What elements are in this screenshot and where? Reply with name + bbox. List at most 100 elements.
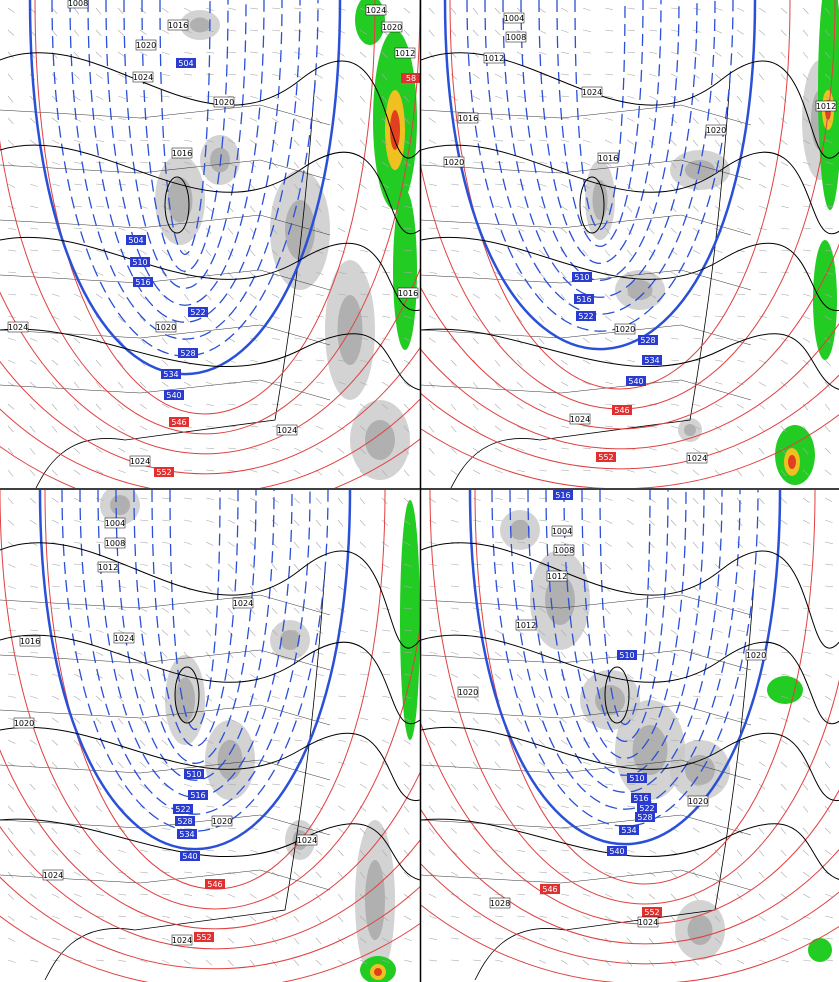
wind-arrow bbox=[183, 249, 190, 257]
wind-arrow bbox=[648, 893, 656, 900]
wind-arrow bbox=[538, 139, 547, 142]
wind-arrow bbox=[95, 425, 102, 432]
wind-arrow bbox=[73, 893, 82, 897]
wind-arrow bbox=[7, 519, 15, 526]
wind-arrow bbox=[648, 629, 656, 636]
wind-arrow bbox=[161, 249, 169, 256]
wind-arrow bbox=[359, 227, 368, 232]
wind-arrow bbox=[73, 139, 82, 143]
wind-arrow bbox=[271, 403, 280, 406]
height-label: 534 bbox=[644, 356, 659, 365]
wind-arrow bbox=[293, 497, 301, 504]
wind-arrow bbox=[183, 315, 190, 323]
wind-arrow bbox=[51, 425, 58, 433]
wind-arrow bbox=[472, 315, 480, 322]
wind-arrow bbox=[139, 519, 148, 522]
border bbox=[421, 379, 752, 401]
wind-arrow bbox=[29, 425, 36, 433]
wind-arrow bbox=[516, 937, 525, 940]
label-box bbox=[133, 277, 153, 287]
height-label: 510 bbox=[132, 258, 147, 267]
wind-arrow bbox=[450, 29, 457, 37]
wind-arrow bbox=[516, 893, 525, 896]
wind-arrow bbox=[381, 629, 390, 632]
wind-arrow bbox=[95, 541, 104, 544]
wind-arrow bbox=[604, 783, 613, 786]
wind-arrow bbox=[227, 805, 236, 808]
wind-arrow bbox=[117, 51, 125, 57]
wind-arrow bbox=[450, 227, 459, 230]
label-box bbox=[178, 348, 198, 358]
wind-arrow bbox=[249, 95, 258, 99]
wind-arrow bbox=[161, 73, 170, 77]
wind-arrow bbox=[183, 695, 190, 703]
wind-arrow bbox=[359, 849, 366, 857]
wind-arrow bbox=[758, 227, 767, 231]
wind-arrow bbox=[117, 937, 126, 940]
wind-arrow bbox=[758, 629, 767, 632]
wind-arrow bbox=[692, 541, 699, 549]
wind-arrow bbox=[714, 293, 723, 296]
border bbox=[0, 104, 331, 126]
wind-arrow bbox=[538, 447, 547, 451]
wind-arrow bbox=[227, 827, 236, 830]
wind-arrow bbox=[582, 761, 591, 765]
wind-arrow bbox=[824, 761, 831, 769]
wind-arrow bbox=[293, 893, 300, 901]
isobar bbox=[421, 236, 839, 311]
height-label: 534 bbox=[163, 370, 178, 379]
wind-arrow bbox=[161, 293, 168, 301]
wind-arrow bbox=[538, 629, 546, 636]
label-box bbox=[576, 311, 596, 321]
wind-arrow bbox=[516, 403, 524, 410]
wind-arrow bbox=[403, 161, 412, 167]
wind-arrow bbox=[450, 469, 458, 476]
wind-arrow bbox=[450, 915, 459, 919]
wind-arrow bbox=[315, 915, 322, 923]
wind-arrow bbox=[692, 519, 699, 527]
wind-arrow bbox=[95, 205, 104, 208]
wind-arrow bbox=[582, 893, 591, 897]
wind-arrow bbox=[560, 893, 569, 896]
wind-arrow bbox=[381, 51, 388, 59]
wind-arrow bbox=[381, 717, 390, 721]
wind-arrow bbox=[139, 871, 148, 874]
wind-arrow bbox=[780, 381, 788, 388]
wind-arrow bbox=[315, 271, 324, 276]
wind-arrow bbox=[227, 519, 236, 524]
wind-arrow bbox=[538, 403, 547, 409]
wind-arrow bbox=[626, 937, 633, 945]
pressure-label: 1004 bbox=[504, 14, 524, 23]
wind-arrow bbox=[604, 871, 613, 875]
wind-arrow bbox=[604, 117, 613, 121]
label-box bbox=[581, 86, 603, 98]
wind-arrow bbox=[428, 469, 435, 476]
wind-arrow bbox=[692, 315, 701, 318]
wind-arrow bbox=[271, 183, 278, 191]
wind-arrow bbox=[95, 73, 103, 79]
wind-arrow bbox=[359, 315, 368, 318]
wind-arrow bbox=[7, 249, 16, 252]
wind-arrow bbox=[824, 117, 833, 123]
wind-arrow bbox=[205, 73, 214, 76]
wind-arrow bbox=[117, 29, 125, 36]
wind-arrow bbox=[117, 783, 125, 790]
wind-arrow bbox=[428, 183, 437, 187]
wind-arrow bbox=[7, 893, 15, 900]
wind-arrow bbox=[560, 7, 569, 12]
wind-arrow bbox=[692, 337, 701, 340]
wind-arrow bbox=[758, 585, 767, 589]
label-box bbox=[631, 793, 651, 803]
wind-arrow bbox=[271, 293, 280, 299]
wind-arrow bbox=[670, 563, 677, 571]
wind-arrow bbox=[714, 519, 721, 527]
label-box bbox=[171, 147, 193, 159]
height-label: 516 bbox=[555, 491, 570, 500]
wind-arrow bbox=[714, 827, 722, 834]
wind-arrow bbox=[670, 849, 678, 855]
wind-arrow bbox=[516, 541, 525, 544]
wind-arrow bbox=[381, 403, 389, 410]
wind-arrow bbox=[227, 541, 235, 547]
wind-arrow bbox=[293, 783, 302, 786]
